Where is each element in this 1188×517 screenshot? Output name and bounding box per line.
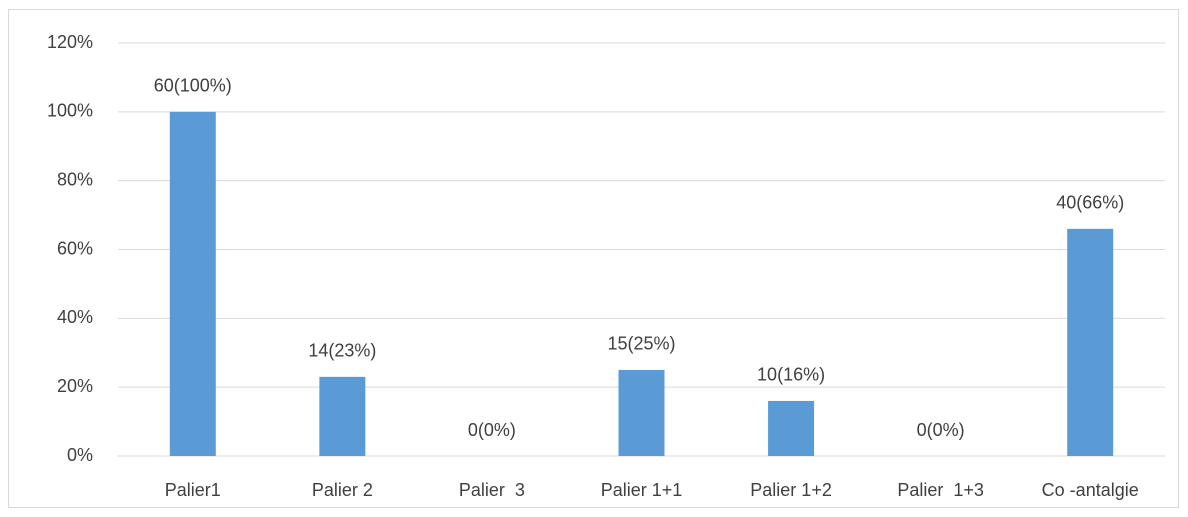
bar [618,369,665,456]
data-label: 10(16%) [757,365,825,385]
data-label: 0(0%) [917,420,965,440]
y-tick-label: 80% [57,169,93,189]
bar [169,111,216,456]
y-tick-label: 20% [57,376,93,396]
bar [319,376,366,456]
y-tick-label: 100% [47,101,93,121]
data-label: 14(23%) [308,341,376,361]
y-tick-label: 120% [47,32,93,52]
x-tick-label: Palier 1+2 [750,480,832,500]
y-tick-label: 60% [57,238,93,258]
data-label: 60(100%) [154,76,232,96]
data-label: 15(25%) [607,334,675,354]
x-tick-label: Palier1 [165,480,221,500]
bar [1067,228,1114,456]
x-tick-label: Palier 2 [312,480,373,500]
x-tick-label: Palier 3 [459,480,525,500]
x-tick-label: Palier 1+1 [601,480,683,500]
y-tick-label: 0% [67,445,93,465]
y-tick-label: 40% [57,307,93,327]
x-tick-label: Palier 1+3 [897,480,984,500]
data-label: 0(0%) [468,420,516,440]
data-label: 40(66%) [1056,193,1124,213]
x-tick-label: Co -antalgie [1042,480,1139,500]
bar [768,400,815,456]
